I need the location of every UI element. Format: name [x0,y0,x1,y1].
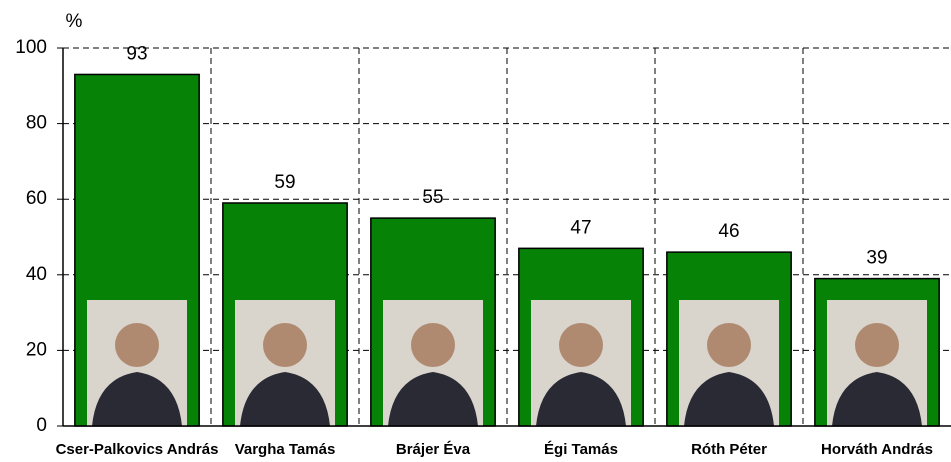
x-tick-label: Égi Tamás [544,441,618,458]
value-label: 47 [570,217,591,238]
x-tick-label: Vargha Tamás [235,441,336,458]
photo-head [855,323,899,367]
value-label: 39 [866,248,887,269]
photo-head [115,323,159,367]
y-tick-label: 60 [26,188,47,209]
value-label: 46 [718,221,739,242]
photo-body [92,372,182,426]
y-tick-label: 20 [26,339,47,360]
photo-body [536,372,626,426]
value-label: 59 [274,172,295,193]
photo-body [388,372,478,426]
photo-head [559,323,603,367]
photo-body [832,372,922,426]
x-tick-label: Cser-Palkovics András [56,441,219,458]
x-tick-label: Horváth András [821,441,933,458]
photo-head [263,323,307,367]
y-tick-label: 100 [15,37,47,58]
y-axis-label: % [66,11,83,32]
photo-head [411,323,455,367]
x-tick-label: Róth Péter [691,441,767,458]
y-tick-label: 80 [26,113,47,134]
x-tick-label: Brájer Éva [396,441,471,458]
photo-body [684,372,774,426]
photo-body [240,372,330,426]
value-label: 55 [422,187,443,208]
y-tick-label: 0 [36,415,47,436]
photo-head [707,323,751,367]
value-label: 93 [126,43,147,64]
y-tick-label: 40 [26,264,47,285]
